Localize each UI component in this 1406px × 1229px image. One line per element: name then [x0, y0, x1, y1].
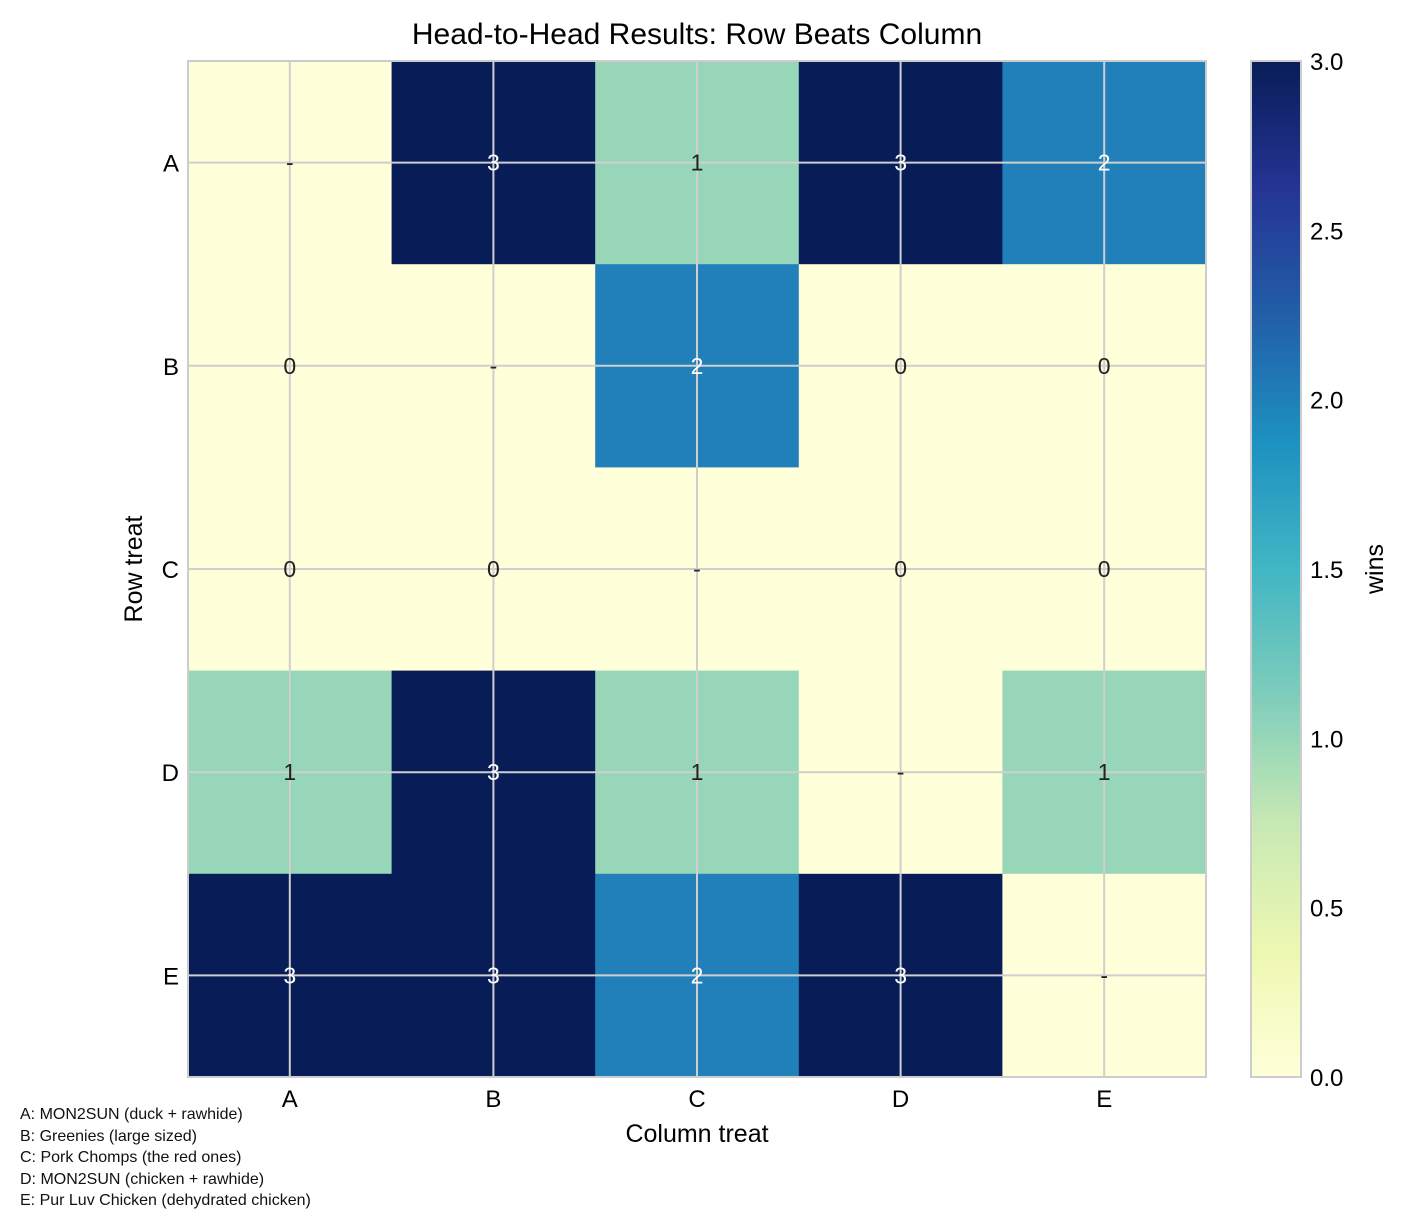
colorbar-label: wins — [1361, 544, 1389, 595]
colorbar-tick-label: 0.0 — [1310, 1065, 1343, 1092]
cell-value-B-E: 0 — [1098, 353, 1111, 379]
cell-value-E-E: - — [1100, 962, 1108, 988]
cell-value-A-E: 2 — [1098, 150, 1111, 176]
x-tick-label: B — [485, 1086, 501, 1113]
legend-entry-b: B: Greenies (large sized) — [20, 1127, 197, 1145]
plot-frame — [187, 60, 1207, 1078]
x-tick-label: A — [282, 1086, 298, 1113]
y-tick-label: D — [162, 760, 179, 787]
legend-entry-a: A: MON2SUN (duck + rawhide) — [20, 1106, 243, 1123]
y-tick-label: A — [163, 151, 179, 178]
cell-value-A-C: 1 — [691, 150, 704, 176]
cell-value-E-D: 3 — [894, 962, 907, 988]
cell-value-C-B: 0 — [487, 556, 500, 582]
colorbar-tick-label: 2.0 — [1310, 388, 1343, 415]
y-tick-labels: A B C D E — [162, 151, 179, 991]
colorbar-tick-label: 3.0 — [1310, 49, 1343, 76]
x-tick-label: D — [892, 1086, 909, 1113]
cell-value-E-A: 3 — [283, 962, 296, 988]
cell-value-E-B: 3 — [487, 962, 500, 988]
cell-values: - 3 1 3 2 0 - 2 0 0 0 0 - 0 0 1 3 1 - 1 3 3 2 3 - — [283, 150, 1110, 989]
treat-legend: A: MON2SUN (duck + rawhide) B: Greenies … — [20, 1104, 311, 1212]
cell-value-C-A: 0 — [283, 556, 296, 582]
cell-value-D-A: 1 — [283, 759, 296, 785]
colorbar-tick-label: 2.5 — [1310, 218, 1343, 245]
x-axis-label: Column treat — [625, 1120, 768, 1148]
cell-value-C-D: 0 — [894, 556, 907, 582]
colorbar — [1250, 60, 1302, 1078]
cell-value-B-D: 0 — [894, 353, 907, 379]
legend-entry-c: C: Pork Chomps (the red ones) — [20, 1149, 242, 1166]
colorbar-tick-label: 1.5 — [1310, 557, 1343, 584]
colorbar-tick-label: 1.0 — [1310, 726, 1343, 753]
y-axis-label: Row treat — [120, 515, 148, 622]
x-tick-labels: A B C D E — [282, 1086, 1112, 1113]
cell-value-D-D: - — [897, 759, 905, 785]
cell-value-D-E: 1 — [1098, 759, 1111, 785]
y-tick-label: B — [163, 354, 179, 381]
colorbar-tick-labels: 0.0 0.5 1.0 1.5 2.0 2.5 3.0 — [1310, 49, 1343, 1092]
cell-value-D-C: 1 — [691, 759, 704, 785]
cell-value-B-A: 0 — [283, 353, 296, 379]
cell-value-A-A: - — [286, 150, 294, 176]
legend-entry-d: D: MON2SUN (chicken + rawhide) — [20, 1170, 265, 1188]
y-tick-label: C — [162, 557, 179, 584]
chart-title: Head-to-Head Results: Row Beats Column — [412, 18, 982, 51]
cell-value-B-B: - — [490, 353, 498, 379]
legend-entry-e: E: Pur Luv Chicken (dehydrated chicken) — [20, 1192, 311, 1209]
cell-value-E-C: 2 — [691, 962, 704, 988]
x-tick-label: C — [688, 1086, 705, 1113]
cell-value-D-B: 3 — [487, 759, 500, 785]
cell-value-A-B: 3 — [487, 150, 500, 176]
cell-value-C-E: 0 — [1098, 556, 1111, 582]
cell-value-B-C: 2 — [691, 353, 704, 379]
gridlines — [188, 61, 1206, 1077]
x-tick-label: E — [1096, 1086, 1112, 1113]
y-tick-label: E — [163, 963, 179, 990]
colorbar-tick-label: 0.5 — [1310, 896, 1343, 923]
cell-value-C-C: - — [693, 556, 701, 582]
cell-value-A-D: 3 — [894, 150, 907, 176]
